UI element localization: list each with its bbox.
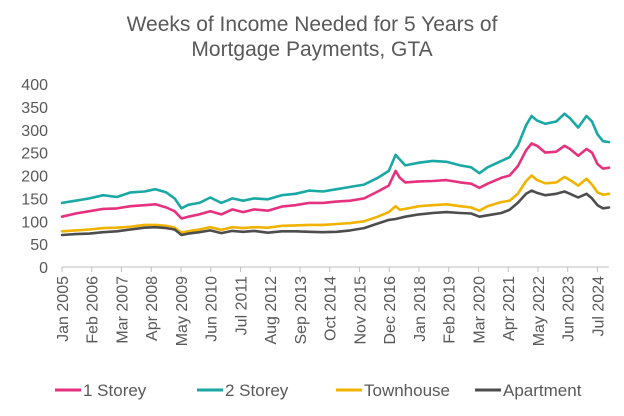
x-tick-label: Dec 2016 xyxy=(382,276,399,345)
x-tick-label: Jun 2023 xyxy=(561,276,578,342)
x-tick-label: Jan 2005 xyxy=(55,276,72,342)
x-tick-label: Nov 2015 xyxy=(352,276,369,345)
legend-label: 2 Storey xyxy=(225,381,289,400)
series-line-1-storey xyxy=(60,142,611,220)
x-tick-label: Jan 2018 xyxy=(412,276,429,342)
legend-item: Townhouse xyxy=(336,381,450,400)
x-tick-label: Jul 2011 xyxy=(233,276,250,335)
x-tick-label: Jul 2024 xyxy=(590,276,607,337)
series-line-townhouse xyxy=(60,174,611,234)
y-tick-label: 150 xyxy=(21,191,48,208)
x-tick-label: Feb 2006 xyxy=(85,276,102,344)
y-tick-label: 250 xyxy=(21,146,48,163)
series-line-apartment xyxy=(60,189,611,237)
legend-item: 2 Storey xyxy=(197,381,289,400)
x-tick-label: Jun 2010 xyxy=(204,276,221,342)
y-tick-label: 50 xyxy=(30,237,48,254)
x-tick-label: May 2009 xyxy=(174,276,191,346)
chart-title: Weeks of Income Needed for 5 Years of Mo… xyxy=(0,12,624,62)
x-tick-label: Feb 2019 xyxy=(442,276,459,344)
y-tick-label: 300 xyxy=(21,123,48,140)
x-tick-label: Mar 2007 xyxy=(115,276,132,344)
y-tick-label: 100 xyxy=(21,214,48,231)
y-tick-label: 200 xyxy=(21,169,48,186)
x-tick-label: Apr 2008 xyxy=(144,276,161,341)
legend-label: Apartment xyxy=(503,381,582,400)
x-tick-label: Apr 2021 xyxy=(501,276,518,341)
legend-label: 1 Storey xyxy=(83,381,147,400)
x-tick-label: Oct 2014 xyxy=(323,276,340,341)
legend-item: Apartment xyxy=(475,381,582,400)
series-line-2-storey xyxy=(60,112,611,210)
x-tick-label: Mar 2020 xyxy=(471,276,488,344)
y-tick-label: 400 xyxy=(21,77,48,94)
legend-label: Townhouse xyxy=(364,381,450,400)
y-tick-label: 350 xyxy=(21,100,48,117)
x-tick-label: Sep 2013 xyxy=(293,276,310,345)
chart-title-line-2: Mortgage Payments, GTA xyxy=(191,38,433,61)
y-tick-label: 0 xyxy=(39,260,48,277)
legend-item: 1 Storey xyxy=(55,381,147,400)
x-tick-label: May 2022 xyxy=(531,276,548,346)
chart-title-line-1: Weeks of Income Needed for 5 Years of xyxy=(126,13,498,36)
x-tick-label: Aug 2012 xyxy=(263,276,280,345)
